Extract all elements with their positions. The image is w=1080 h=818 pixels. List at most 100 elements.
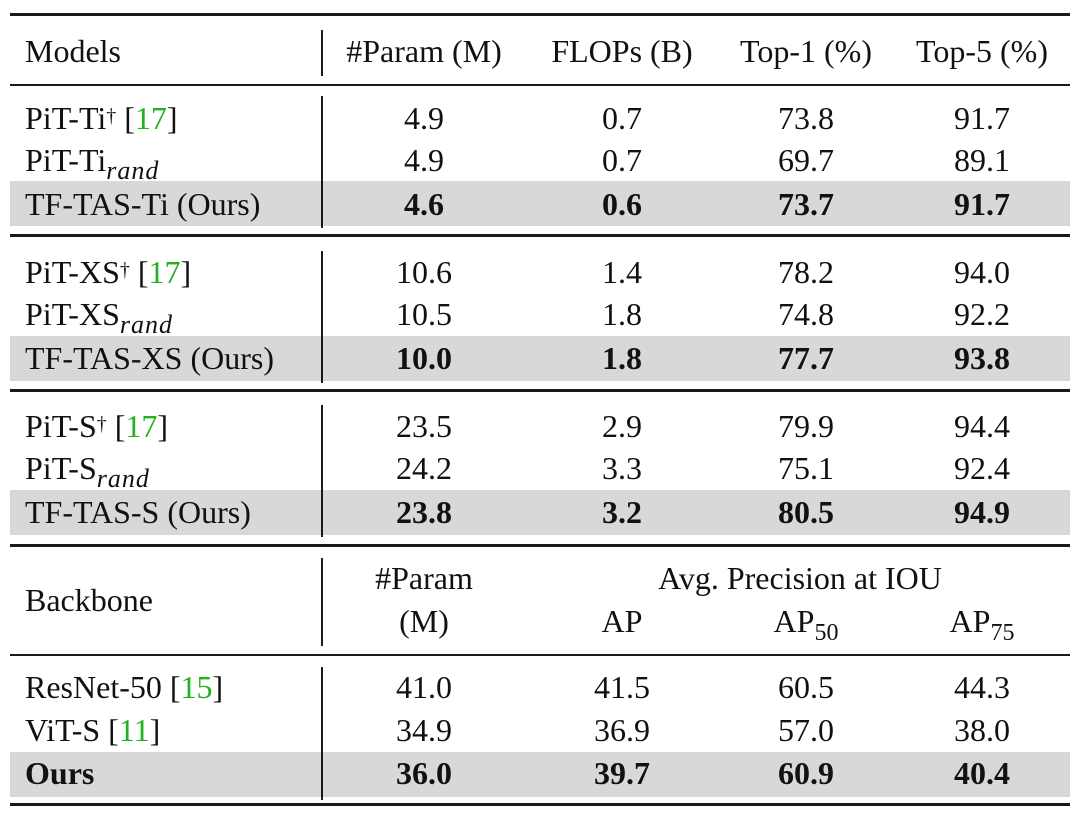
column-separator	[321, 405, 323, 537]
section-divider	[10, 544, 1070, 547]
det-header-rule	[10, 654, 1070, 656]
ap50-value: 60.5	[778, 669, 834, 705]
column-separator	[321, 558, 323, 646]
top5-value: 93.8	[954, 340, 1010, 376]
top1-value: 73.8	[778, 100, 834, 136]
model-name: TF-TAS-S (Ours)	[25, 494, 251, 530]
header-backbone: Backbone	[25, 582, 153, 618]
param-value: 4.9	[404, 142, 444, 178]
dagger-mark: †	[106, 105, 117, 127]
highlight-row-det	[10, 752, 1070, 797]
rand-subscript: rand	[119, 310, 173, 339]
header-det-param-line2: (M)	[399, 603, 449, 639]
ap-value: 36.9	[594, 712, 650, 748]
highlight-row-xs	[10, 336, 1070, 381]
header-ap50: AP50	[773, 603, 839, 646]
rand-subscript: rand	[106, 156, 160, 185]
header-ap75: AP75	[949, 603, 1015, 646]
column-separator	[321, 251, 323, 383]
header-ap: AP	[601, 603, 643, 639]
model-name-text: PiT-S	[25, 408, 97, 444]
ap75-text: AP	[949, 603, 991, 639]
header-flops: FLOPs (B)	[551, 33, 693, 69]
model-name: TF-TAS-Ti (Ours)	[25, 186, 261, 222]
top5-value: 89.1	[954, 142, 1010, 178]
model-name-text: PiT-Ti	[25, 142, 107, 178]
flops-value: 2.9	[602, 408, 642, 444]
column-separator	[321, 30, 323, 76]
backbone-name-text: ViT-S	[25, 712, 101, 748]
model-name-text: PiT-Ti	[25, 100, 107, 136]
ap75-value: 40.4	[954, 755, 1010, 791]
backbone-name-text: ResNet-50	[25, 669, 162, 705]
column-separator	[321, 667, 323, 800]
table-top-rule	[10, 13, 1070, 16]
model-name: PiT-Ti† [17]	[25, 100, 178, 136]
model-name: PiT-Tirand	[25, 142, 159, 185]
top5-value: 91.7	[954, 100, 1010, 136]
table-bottom-rule	[10, 803, 1070, 806]
citation-link[interactable]: 17	[134, 100, 167, 136]
ap50-text: AP	[773, 603, 815, 639]
flops-value: 0.7	[602, 100, 642, 136]
flops-value: 3.3	[602, 450, 642, 486]
citation-link[interactable]: 17	[125, 408, 158, 444]
param-value: 4.9	[404, 100, 444, 136]
model-name: PiT-Srand	[25, 450, 150, 493]
param-value: 23.8	[396, 494, 452, 530]
header-models: Models	[25, 33, 121, 69]
param-value: 24.2	[396, 450, 452, 486]
param-value: 36.0	[396, 755, 452, 791]
dagger-mark: †	[96, 413, 107, 435]
ap50-value: 60.9	[778, 755, 834, 791]
header-top1: Top-1 (%)	[740, 33, 872, 69]
model-name-text: PiT-S	[25, 450, 97, 486]
flops-value: 3.2	[602, 494, 642, 530]
param-value: 10.0	[396, 340, 452, 376]
param-value: 41.0	[396, 669, 452, 705]
ap75-value: 38.0	[954, 712, 1010, 748]
citation-link[interactable]: 15	[180, 669, 213, 705]
top5-value: 92.4	[954, 450, 1010, 486]
top5-value: 92.2	[954, 296, 1010, 332]
flops-value: 1.8	[602, 296, 642, 332]
top1-value: 79.9	[778, 408, 834, 444]
model-name-text: PiT-XS	[25, 296, 120, 332]
top5-value: 94.9	[954, 494, 1010, 530]
model-name: PiT-S† [17]	[25, 408, 169, 444]
ap75-value: 44.3	[954, 669, 1010, 705]
top1-value: 75.1	[778, 450, 834, 486]
backbone-name: ResNet-50 [15]	[25, 669, 224, 705]
param-value: 4.6	[404, 186, 444, 222]
ap50-value: 57.0	[778, 712, 834, 748]
param-value: 10.6	[396, 254, 452, 290]
ap50-subscript: 50	[814, 620, 839, 646]
top1-value: 78.2	[778, 254, 834, 290]
citation-link[interactable]: 17	[148, 254, 181, 290]
top1-value: 74.8	[778, 296, 834, 332]
header-det-param-line1: #Param	[375, 560, 473, 596]
group-divider-1	[10, 234, 1070, 237]
flops-value: 1.4	[602, 254, 642, 290]
flops-value: 1.8	[602, 340, 642, 376]
dagger-mark: †	[119, 259, 130, 281]
ap-value: 39.7	[594, 755, 650, 791]
top1-value: 69.7	[778, 142, 834, 178]
header-rule	[10, 84, 1070, 86]
ap75-subscript: 75	[990, 620, 1015, 646]
model-name: TF-TAS-XS (Ours)	[25, 340, 274, 376]
model-name-text: PiT-XS	[25, 254, 120, 290]
header-top5: Top-5 (%)	[916, 33, 1048, 69]
column-separator	[321, 96, 323, 228]
rand-subscript: rand	[96, 464, 150, 493]
top5-value: 94.4	[954, 408, 1010, 444]
top1-value: 73.7	[778, 186, 834, 222]
backbone-name: ViT-S [11]	[25, 712, 161, 748]
highlight-row-ti	[10, 181, 1070, 226]
header-param: #Param (M)	[346, 33, 502, 69]
model-name: PiT-XSrand	[25, 296, 173, 339]
param-value: 34.9	[396, 712, 452, 748]
flops-value: 0.6	[602, 186, 642, 222]
citation-link[interactable]: 11	[118, 712, 150, 748]
top5-value: 91.7	[954, 186, 1010, 222]
